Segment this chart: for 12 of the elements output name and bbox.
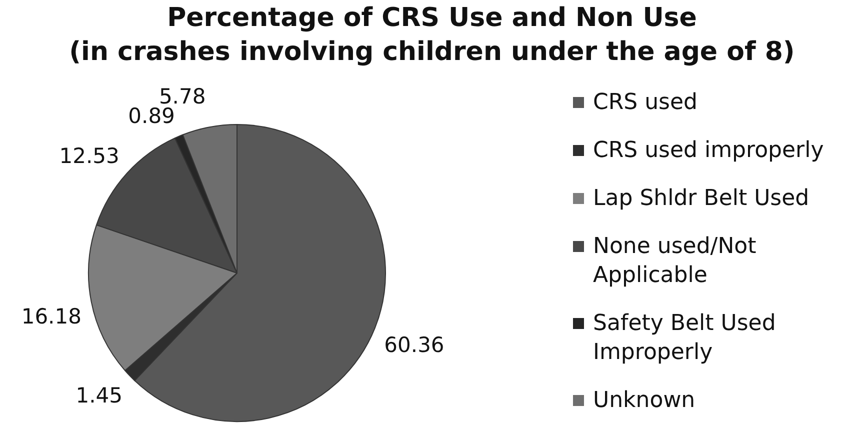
legend-label: CRS used improperly	[593, 137, 825, 165]
legend-label: Unknown	[593, 387, 696, 415]
chart-title: Percentage of CRS Use and Non Use	[166, 2, 698, 35]
data-label: 60.36	[384, 332, 444, 357]
legend-label: None used/Not Applicable	[593, 233, 758, 290]
legend-label: Safety Belt Used Improperly	[593, 310, 777, 367]
data-label: 12.53	[59, 144, 120, 168]
data-label: 1.45	[76, 384, 122, 408]
legend-label: Lap Shldr Belt Used	[593, 185, 810, 213]
legend-label: CRS used	[593, 89, 699, 117]
chart-subtitle: (in crashes involving children under the age of 8)	[68, 36, 796, 69]
data-label: 16.18	[21, 304, 82, 328]
